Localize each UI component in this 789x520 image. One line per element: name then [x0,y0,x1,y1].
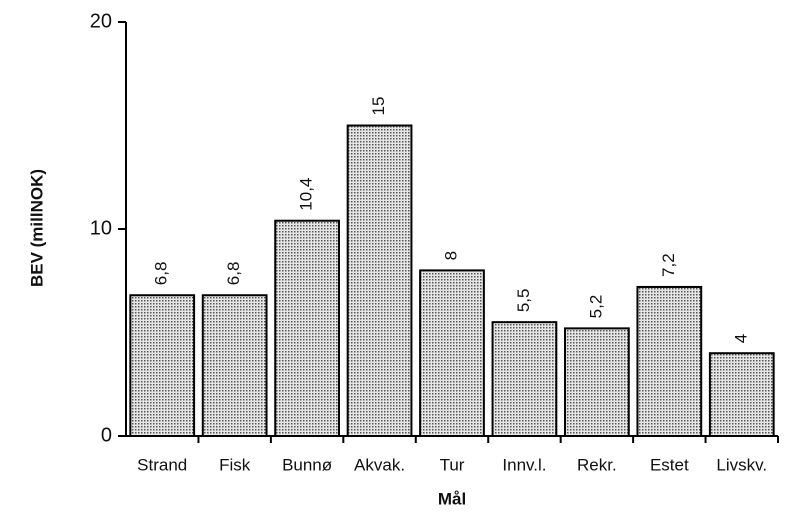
value-label: 4 [731,334,750,343]
y-axis-label: BEV (millNOK) [27,169,46,287]
value-label: 6,8 [224,262,243,286]
x-tick-label: Fisk [219,455,251,474]
x-tick-label: Strand [137,455,187,474]
bar [346,124,413,437]
bar [491,321,558,437]
bar [636,285,703,437]
y-tick-label: 20 [90,10,112,32]
value-label: 8 [441,251,460,260]
x-tick-label: Tur [440,455,465,474]
bar [129,294,196,437]
y-tick-label: 10 [90,217,112,239]
value-label: 7,2 [659,253,678,277]
value-label: 10,4 [297,178,316,211]
bar [564,327,630,437]
value-label: 15 [369,97,388,116]
value-label: 5,2 [586,295,605,319]
value-label: 5,5 [514,289,533,313]
x-tick-label: Livskv. [716,455,767,474]
bar [419,269,485,437]
x-tick-label: Estet [650,455,689,474]
x-tick-label: Rekr. [577,455,617,474]
x-tick-label: Innv.l. [502,455,546,474]
x-axis-label: Mål [438,489,466,508]
y-tick-label: 0 [101,424,112,446]
x-tick-label: Akvak. [354,455,405,474]
x-tick-label: Bunnø [282,455,332,474]
bar [201,294,268,437]
value-label: 6,8 [152,262,171,286]
bar [708,352,775,438]
bar [274,219,340,437]
